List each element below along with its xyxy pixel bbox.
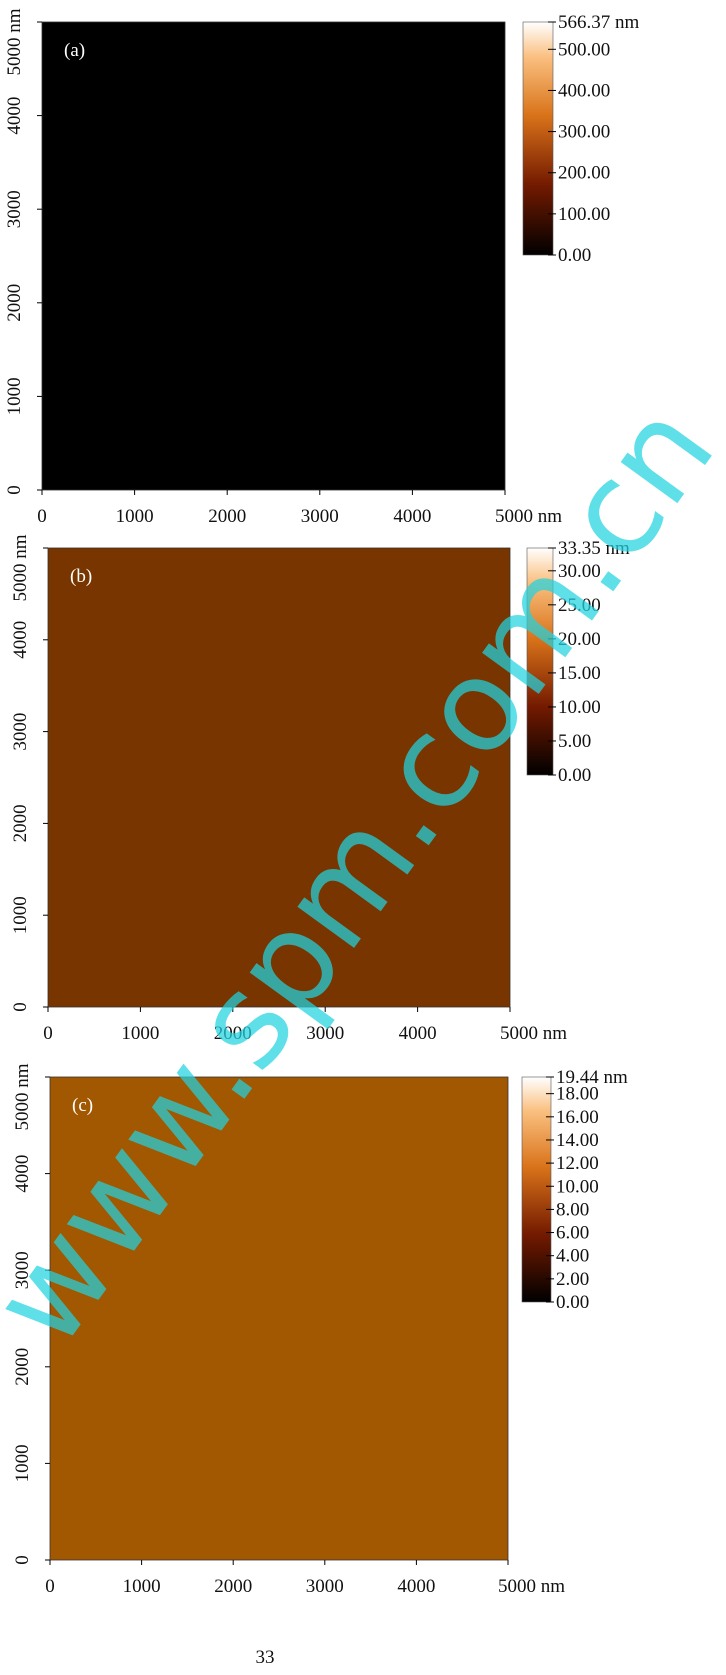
colorbar-label: 10.00	[558, 697, 601, 718]
colorbar-label: 0.00	[558, 245, 591, 266]
colorbar-label: 0.00	[556, 1292, 589, 1313]
colorbar-label: 16.00	[556, 1107, 599, 1128]
colorbar	[522, 21, 554, 256]
colorbar-label: 200.00	[558, 163, 610, 184]
x-tick-label: 4000	[399, 1023, 437, 1044]
colorbar-label: 18.00	[556, 1084, 599, 1105]
colorbar-label: 15.00	[558, 663, 601, 684]
y-tick-label: 4000	[10, 621, 31, 659]
x-tick-label: 5000 nm	[498, 1576, 565, 1597]
afm-image	[50, 1077, 508, 1560]
x-tick-label: 1000	[121, 1023, 159, 1044]
x-tick-label: 3000	[306, 1023, 344, 1044]
x-tick-label: 0	[43, 1023, 53, 1044]
colorbar-label: 300.00	[558, 122, 610, 143]
colorbar-label: 20.00	[558, 629, 601, 650]
page-number: 33	[256, 1647, 275, 1668]
y-tick-label: 4000	[12, 1155, 33, 1193]
y-tick-label: 1000	[10, 896, 31, 934]
colorbar-label: 12.00	[556, 1153, 599, 1174]
image-frame	[49, 1076, 509, 1561]
x-tick-label: 2000	[214, 1576, 252, 1597]
colorbar-label: 0.00	[558, 765, 591, 786]
x-tick-label: 3000	[306, 1576, 344, 1597]
panel-label: (c)	[72, 1095, 93, 1116]
colorbar-label: 400.00	[558, 80, 610, 101]
colorbar-label: 6.00	[556, 1223, 589, 1244]
y-tick-label: 3000	[12, 1251, 33, 1289]
colorbar	[521, 1076, 552, 1303]
x-tick-label: 3000	[301, 506, 339, 527]
x-tick-label: 4000	[397, 1576, 435, 1597]
colorbar-label: 500.00	[558, 39, 610, 60]
y-tick-label: 1000	[12, 1444, 33, 1482]
x-tick-label: 5000 nm	[495, 506, 562, 527]
x-tick-label: 5000 nm	[500, 1023, 567, 1044]
y-tick-label: 5000 nm	[12, 1063, 33, 1130]
colorbar	[526, 547, 554, 776]
x-tick-label: 2000	[214, 1023, 252, 1044]
colorbar-label: 30.00	[558, 561, 601, 582]
y-tick-label: 2000	[4, 284, 25, 322]
y-tick-label: 2000	[12, 1348, 33, 1386]
x-tick-label: 1000	[116, 506, 154, 527]
x-tick-label: 0	[45, 1576, 55, 1597]
y-tick-label: 0	[4, 485, 25, 495]
colorbar-label: 19.44 nm	[556, 1067, 628, 1088]
image-frame	[47, 547, 511, 1008]
x-tick-label: 0	[37, 506, 47, 527]
y-tick-label: 5000 nm	[4, 8, 25, 75]
colorbar-label: 8.00	[556, 1199, 589, 1220]
colorbar-label: 25.00	[558, 595, 601, 616]
colorbar-label: 4.00	[556, 1246, 589, 1267]
x-tick-label: 4000	[393, 506, 431, 527]
colorbar-label: 10.00	[556, 1176, 599, 1197]
panel-label: (b)	[70, 566, 92, 587]
y-tick-label: 0	[12, 1555, 33, 1565]
image-frame	[41, 21, 506, 491]
colorbar-label: 5.00	[558, 731, 591, 752]
y-tick-label: 3000	[10, 713, 31, 751]
afm-image	[48, 548, 510, 1007]
colorbar-label: 566.37 nm	[558, 12, 640, 33]
y-tick-label: 0	[10, 1002, 31, 1012]
x-tick-label: 1000	[123, 1576, 161, 1597]
y-tick-label: 3000	[4, 190, 25, 228]
panel-label: (a)	[64, 40, 85, 61]
colorbar-label: 100.00	[558, 204, 610, 225]
x-tick-label: 2000	[208, 506, 246, 527]
y-tick-label: 4000	[4, 97, 25, 135]
y-tick-label: 5000 nm	[10, 534, 31, 601]
colorbar-label: 14.00	[556, 1130, 599, 1151]
y-tick-label: 2000	[10, 804, 31, 842]
afm-image	[42, 22, 505, 490]
y-tick-label: 1000	[4, 377, 25, 415]
colorbar-label: 2.00	[556, 1269, 589, 1290]
colorbar-label: 33.35 nm	[558, 538, 630, 559]
